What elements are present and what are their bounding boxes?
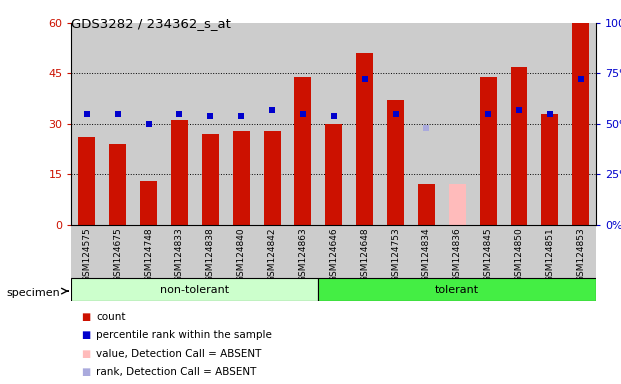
Bar: [473, 23, 504, 225]
Bar: [473, 225, 504, 278]
Bar: [325, 124, 342, 225]
Bar: [418, 184, 435, 225]
Text: GSM124850: GSM124850: [514, 227, 524, 282]
Text: GSM124836: GSM124836: [453, 227, 462, 282]
Bar: [195, 225, 226, 278]
Bar: [510, 67, 527, 225]
Text: GSM124753: GSM124753: [391, 227, 400, 282]
Text: value, Detection Call = ABSENT: value, Detection Call = ABSENT: [96, 349, 261, 359]
Text: GSM124853: GSM124853: [576, 227, 585, 282]
Bar: [504, 23, 535, 225]
Bar: [226, 225, 256, 278]
Text: ■: ■: [81, 330, 90, 340]
Bar: [504, 225, 535, 278]
Bar: [109, 144, 126, 225]
Text: GSM124838: GSM124838: [206, 227, 215, 282]
Bar: [380, 23, 411, 225]
Bar: [294, 77, 311, 225]
Text: count: count: [96, 312, 126, 322]
Text: ■: ■: [81, 312, 90, 322]
Bar: [171, 121, 188, 225]
Bar: [442, 23, 473, 225]
Bar: [449, 184, 466, 225]
Text: percentile rank within the sample: percentile rank within the sample: [96, 330, 272, 340]
Bar: [102, 23, 133, 225]
Text: GSM124648: GSM124648: [360, 227, 369, 282]
Text: GSM124834: GSM124834: [422, 227, 431, 282]
Text: GSM124833: GSM124833: [175, 227, 184, 282]
Text: GSM124748: GSM124748: [144, 227, 153, 282]
Text: GSM124863: GSM124863: [299, 227, 307, 282]
Bar: [256, 225, 288, 278]
Bar: [233, 131, 250, 225]
Bar: [319, 23, 349, 225]
Bar: [565, 225, 596, 278]
Bar: [565, 23, 596, 225]
Bar: [349, 225, 380, 278]
Bar: [319, 278, 596, 301]
Bar: [319, 225, 349, 278]
Text: GSM124851: GSM124851: [545, 227, 555, 282]
Bar: [164, 225, 195, 278]
Bar: [133, 23, 164, 225]
Text: GSM124575: GSM124575: [83, 227, 91, 282]
Bar: [226, 23, 256, 225]
Text: GSM124675: GSM124675: [113, 227, 122, 282]
Text: non-tolerant: non-tolerant: [160, 285, 229, 295]
Bar: [195, 23, 226, 225]
Bar: [411, 225, 442, 278]
Bar: [102, 225, 133, 278]
Text: GSM124646: GSM124646: [329, 227, 338, 282]
Bar: [288, 23, 319, 225]
Bar: [411, 23, 442, 225]
Text: GSM124845: GSM124845: [484, 227, 492, 282]
Text: GDS3282 / 234362_s_at: GDS3282 / 234362_s_at: [71, 17, 231, 30]
Bar: [140, 181, 157, 225]
Bar: [349, 23, 380, 225]
Text: ■: ■: [81, 367, 90, 377]
Bar: [202, 134, 219, 225]
Bar: [572, 23, 589, 225]
Text: specimen: specimen: [6, 288, 60, 298]
Bar: [380, 225, 411, 278]
Bar: [263, 131, 281, 225]
Bar: [356, 53, 373, 225]
Bar: [164, 23, 195, 225]
Text: ■: ■: [81, 349, 90, 359]
Bar: [133, 225, 164, 278]
Bar: [387, 100, 404, 225]
Bar: [71, 278, 319, 301]
Bar: [479, 77, 497, 225]
Text: GSM124842: GSM124842: [268, 227, 276, 282]
Bar: [71, 23, 102, 225]
Bar: [78, 137, 96, 225]
Bar: [442, 225, 473, 278]
Text: GSM124840: GSM124840: [237, 227, 246, 282]
Bar: [542, 114, 558, 225]
Bar: [535, 225, 565, 278]
Text: tolerant: tolerant: [435, 285, 479, 295]
Bar: [288, 225, 319, 278]
Bar: [535, 23, 565, 225]
Bar: [256, 23, 288, 225]
Bar: [71, 225, 102, 278]
Text: rank, Detection Call = ABSENT: rank, Detection Call = ABSENT: [96, 367, 256, 377]
